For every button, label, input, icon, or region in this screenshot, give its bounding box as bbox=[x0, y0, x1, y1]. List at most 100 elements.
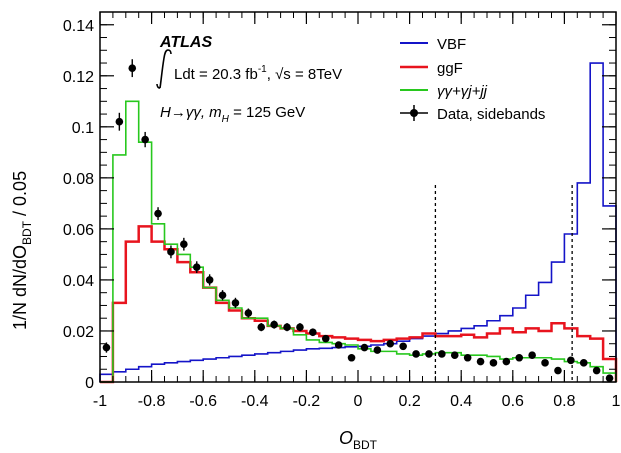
data-point bbox=[257, 323, 266, 332]
legend-ggf-label: ggF bbox=[437, 60, 463, 77]
data-point-marker bbox=[180, 240, 188, 249]
data-point bbox=[141, 131, 149, 148]
data-point bbox=[425, 350, 433, 358]
data-point bbox=[386, 339, 395, 348]
legend: VBF ggF γγ+γj+jj Data, sidebands bbox=[400, 36, 545, 123]
data-point bbox=[283, 323, 291, 332]
data-point bbox=[579, 359, 588, 367]
x-tick-label: -0.4 bbox=[241, 393, 269, 410]
data-point-marker bbox=[489, 359, 498, 367]
x-tick-label: 1 bbox=[612, 393, 621, 410]
x-tick-label: -0.6 bbox=[189, 393, 217, 410]
data-point-marker bbox=[283, 323, 291, 331]
data-point-marker bbox=[309, 328, 317, 337]
x-axis-title: OBDT bbox=[339, 428, 378, 452]
data-point bbox=[399, 342, 407, 351]
y-tick-label: 0.12 bbox=[63, 69, 94, 86]
data-point-marker bbox=[102, 343, 111, 352]
data-point-marker bbox=[515, 353, 524, 362]
data-point bbox=[296, 323, 304, 332]
data-point bbox=[541, 359, 549, 367]
legend-bkg-label: γγ+γj+jj bbox=[437, 83, 488, 100]
data-point bbox=[334, 341, 343, 349]
x-tick-label: -1 bbox=[93, 393, 107, 410]
data-point-marker bbox=[554, 366, 562, 375]
data-point-marker bbox=[154, 209, 162, 218]
data-point-marker bbox=[605, 374, 614, 382]
data-point-marker bbox=[476, 357, 485, 366]
data-point-marker bbox=[115, 117, 124, 126]
lumi-text: Ldt = 20.3 fb-1, √s = 8TeV bbox=[174, 64, 342, 83]
data-point bbox=[244, 308, 253, 318]
x-tick-label: -0.2 bbox=[293, 393, 321, 410]
x-tick-label: 0.6 bbox=[502, 393, 524, 410]
data-point-marker bbox=[425, 350, 433, 358]
data-point-marker bbox=[373, 346, 382, 354]
y-tick-label: 0.06 bbox=[63, 222, 94, 239]
data-point bbox=[231, 297, 240, 308]
data-point bbox=[347, 353, 356, 362]
data-point bbox=[528, 351, 536, 360]
data-point bbox=[592, 366, 601, 375]
data-point bbox=[554, 366, 562, 375]
data-point-marker bbox=[296, 323, 304, 331]
data-point-marker bbox=[321, 334, 330, 343]
process-text: H→γγ, mH = 125 GeV bbox=[160, 104, 305, 125]
data-point bbox=[154, 207, 162, 220]
data-point-marker bbox=[438, 350, 446, 358]
y-tick-label: 0.1 bbox=[72, 120, 94, 137]
data-point bbox=[360, 343, 369, 352]
cut-lines bbox=[434, 185, 573, 382]
data-point-marker bbox=[592, 366, 601, 375]
integral-sign bbox=[156, 49, 172, 89]
data-point-marker bbox=[399, 342, 407, 351]
legend-data-marker bbox=[410, 109, 418, 117]
y-tick-label: 0.08 bbox=[63, 171, 94, 188]
axis-ticks: -1 -0.8 -0.6 -0.4 -0.2 0 0.2 0.4 0.6 0.8 1 0 0.02 0.0… bbox=[63, 11, 621, 410]
data-point-marker bbox=[386, 339, 395, 348]
data-point-marker bbox=[334, 341, 343, 349]
x-tick-label: 0 bbox=[354, 393, 363, 410]
x-tick-label: 0.8 bbox=[553, 393, 575, 410]
data-point bbox=[412, 350, 420, 358]
data-point-marker bbox=[528, 351, 536, 360]
data-point bbox=[502, 357, 511, 366]
data-point bbox=[205, 274, 214, 286]
data-point bbox=[128, 59, 137, 78]
data-point bbox=[373, 346, 382, 354]
data-point bbox=[321, 334, 330, 343]
y-tick-label: 0 bbox=[85, 375, 94, 392]
data-point bbox=[192, 261, 201, 274]
data-point bbox=[115, 112, 124, 131]
data-point-marker bbox=[270, 320, 278, 329]
data-point-marker bbox=[541, 359, 549, 367]
data-point-marker bbox=[360, 343, 369, 352]
data-point bbox=[218, 290, 227, 301]
y-tick-label: 0.14 bbox=[63, 18, 94, 35]
data-point-marker bbox=[128, 64, 137, 72]
data-point-marker bbox=[502, 357, 511, 366]
data-point bbox=[167, 245, 175, 259]
data-point bbox=[309, 328, 317, 337]
data-point-marker bbox=[141, 135, 149, 144]
data-point-marker bbox=[463, 353, 472, 362]
data-point-marker bbox=[244, 309, 253, 317]
y-axis-title: 1/N dN/dOBDT / 0.05 bbox=[10, 171, 34, 330]
x-tick-label: -0.8 bbox=[138, 393, 166, 410]
y-tick-label: 0.02 bbox=[63, 324, 94, 341]
data-point-marker bbox=[450, 351, 459, 360]
x-tick-label: 0.4 bbox=[450, 393, 472, 410]
data-point bbox=[567, 356, 575, 365]
data-point-marker bbox=[218, 291, 227, 300]
data-point bbox=[605, 374, 614, 382]
data-point bbox=[489, 359, 498, 367]
data-point bbox=[450, 351, 459, 360]
x-tick-label: 0.2 bbox=[398, 393, 420, 410]
y-tick-label: 0.04 bbox=[63, 273, 94, 290]
data-point bbox=[515, 353, 524, 362]
data-point bbox=[476, 357, 485, 366]
data-point-marker bbox=[567, 356, 575, 365]
data-point-marker bbox=[347, 353, 356, 362]
data-point bbox=[180, 237, 188, 251]
